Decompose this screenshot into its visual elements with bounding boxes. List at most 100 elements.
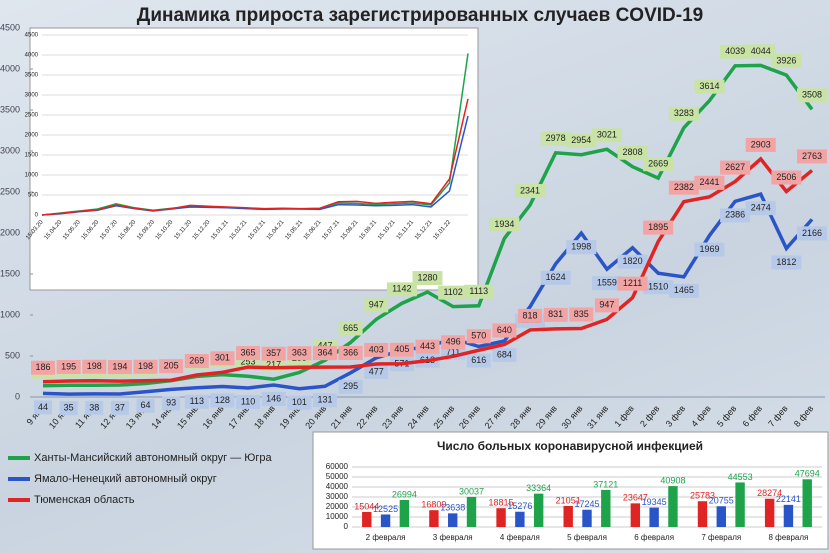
value-label: 2382 (674, 182, 694, 192)
value-label: 40908 (660, 475, 685, 485)
value-label-box (210, 393, 235, 408)
value-label: 1102 (443, 287, 462, 297)
value-label-box (540, 131, 571, 146)
value-label: 64 (141, 400, 151, 410)
value-label-box (386, 282, 417, 297)
value-label-box (85, 400, 104, 415)
bar (649, 507, 659, 527)
value-label-box (338, 379, 363, 394)
bar (533, 493, 544, 527)
value-label: 198 (87, 361, 102, 371)
bar (448, 513, 458, 527)
x-tick-label: 25 янв (431, 403, 456, 430)
x-tick-label: 4 фев (689, 403, 713, 429)
value-label: 835 (574, 309, 589, 319)
y-tick-label: 40000 (326, 482, 349, 491)
y-tick-label: 3500 (25, 73, 39, 79)
value-label: 128 (215, 395, 230, 405)
value-label-box (591, 276, 622, 291)
x-tick-label: 2 февраля (366, 533, 406, 542)
x-tick-label: 4 февраля (500, 533, 540, 542)
value-label: 403 (369, 344, 384, 354)
value-label: 295 (343, 381, 358, 391)
value-label: 101 (292, 397, 307, 407)
value-label-box (56, 360, 81, 375)
legend-label: Тюменская область (34, 494, 135, 506)
series-line (42, 156, 814, 384)
y-tick-label: 10000 (326, 512, 349, 521)
value-label: 1113 (469, 286, 488, 296)
value-label: 947 (369, 300, 384, 310)
value-label-box (415, 339, 440, 354)
value-label-box (668, 106, 699, 121)
value-label-box (184, 353, 209, 368)
y-tick-label: 2500 (25, 113, 39, 119)
value-label-box (643, 220, 674, 235)
value-label: 38 (89, 402, 99, 412)
y-tick-label: 1000 (25, 173, 39, 179)
value-label-box (771, 255, 802, 270)
bar (764, 498, 775, 527)
value-label: 28274 (757, 488, 782, 498)
x-tick-label: 23 янв (380, 403, 405, 430)
value-label-box (287, 395, 312, 410)
value-label-box (617, 276, 648, 291)
value-label: 1559 (597, 278, 617, 288)
y-tick-label: 4500 (0, 22, 20, 32)
value-label-box (287, 346, 312, 361)
value-label: 1465 (674, 285, 694, 295)
bar (429, 510, 439, 527)
value-label: 1895 (648, 222, 668, 232)
y-tick-label: 50000 (326, 472, 349, 481)
y-tick-label: 4500 (25, 33, 39, 39)
value-label-box (745, 201, 776, 216)
x-tick-label: 28 янв (508, 403, 533, 430)
value-label: 665 (343, 323, 358, 333)
value-label: 21051 (556, 495, 581, 505)
value-label: 1624 (546, 272, 566, 282)
bar (563, 505, 573, 527)
x-tick-label: 6 февраля (634, 533, 674, 542)
value-label: 2506 (776, 172, 796, 182)
value-label: 2474 (751, 203, 771, 213)
value-label: 1820 (623, 256, 643, 266)
value-label-box (643, 280, 674, 295)
value-label: 37 (115, 402, 125, 412)
bar (697, 501, 708, 527)
value-label-box (236, 394, 261, 409)
value-label: 496 (446, 337, 461, 347)
value-label: 37121 (593, 479, 618, 489)
value-label-box (518, 308, 543, 323)
bar (496, 508, 506, 527)
value-label-box (59, 401, 78, 416)
x-tick-label: 31 янв (585, 403, 610, 430)
value-label-box (338, 345, 363, 360)
value-label: 684 (497, 349, 512, 359)
y-tick-label: 2000 (0, 227, 20, 237)
value-label: 44553 (728, 472, 753, 482)
value-label: 1934 (494, 219, 514, 229)
value-label: 13638 (440, 503, 465, 513)
value-label-box (312, 346, 337, 361)
value-label: 2386 (725, 210, 745, 220)
value-label: 831 (548, 309, 563, 319)
value-label-box (694, 79, 725, 94)
value-label: 477 (369, 366, 384, 376)
value-label-box (617, 254, 648, 269)
value-label: 217 (266, 360, 281, 370)
value-label: 23647 (623, 493, 648, 503)
value-label: 47694 (795, 469, 820, 479)
value-label: 366 (343, 347, 358, 357)
value-label: 269 (189, 355, 204, 365)
bar (783, 504, 794, 527)
value-label: 198 (138, 361, 153, 371)
x-tick-label: 27 янв (483, 403, 508, 430)
value-label-box (236, 346, 261, 361)
value-label: 1812 (776, 257, 796, 267)
series-line (41, 98, 469, 216)
y-tick-label: 0 (15, 391, 20, 401)
value-label-box (694, 175, 725, 190)
bar (362, 511, 372, 527)
value-label: 2903 (751, 139, 771, 149)
value-label: 3283 (674, 108, 694, 118)
